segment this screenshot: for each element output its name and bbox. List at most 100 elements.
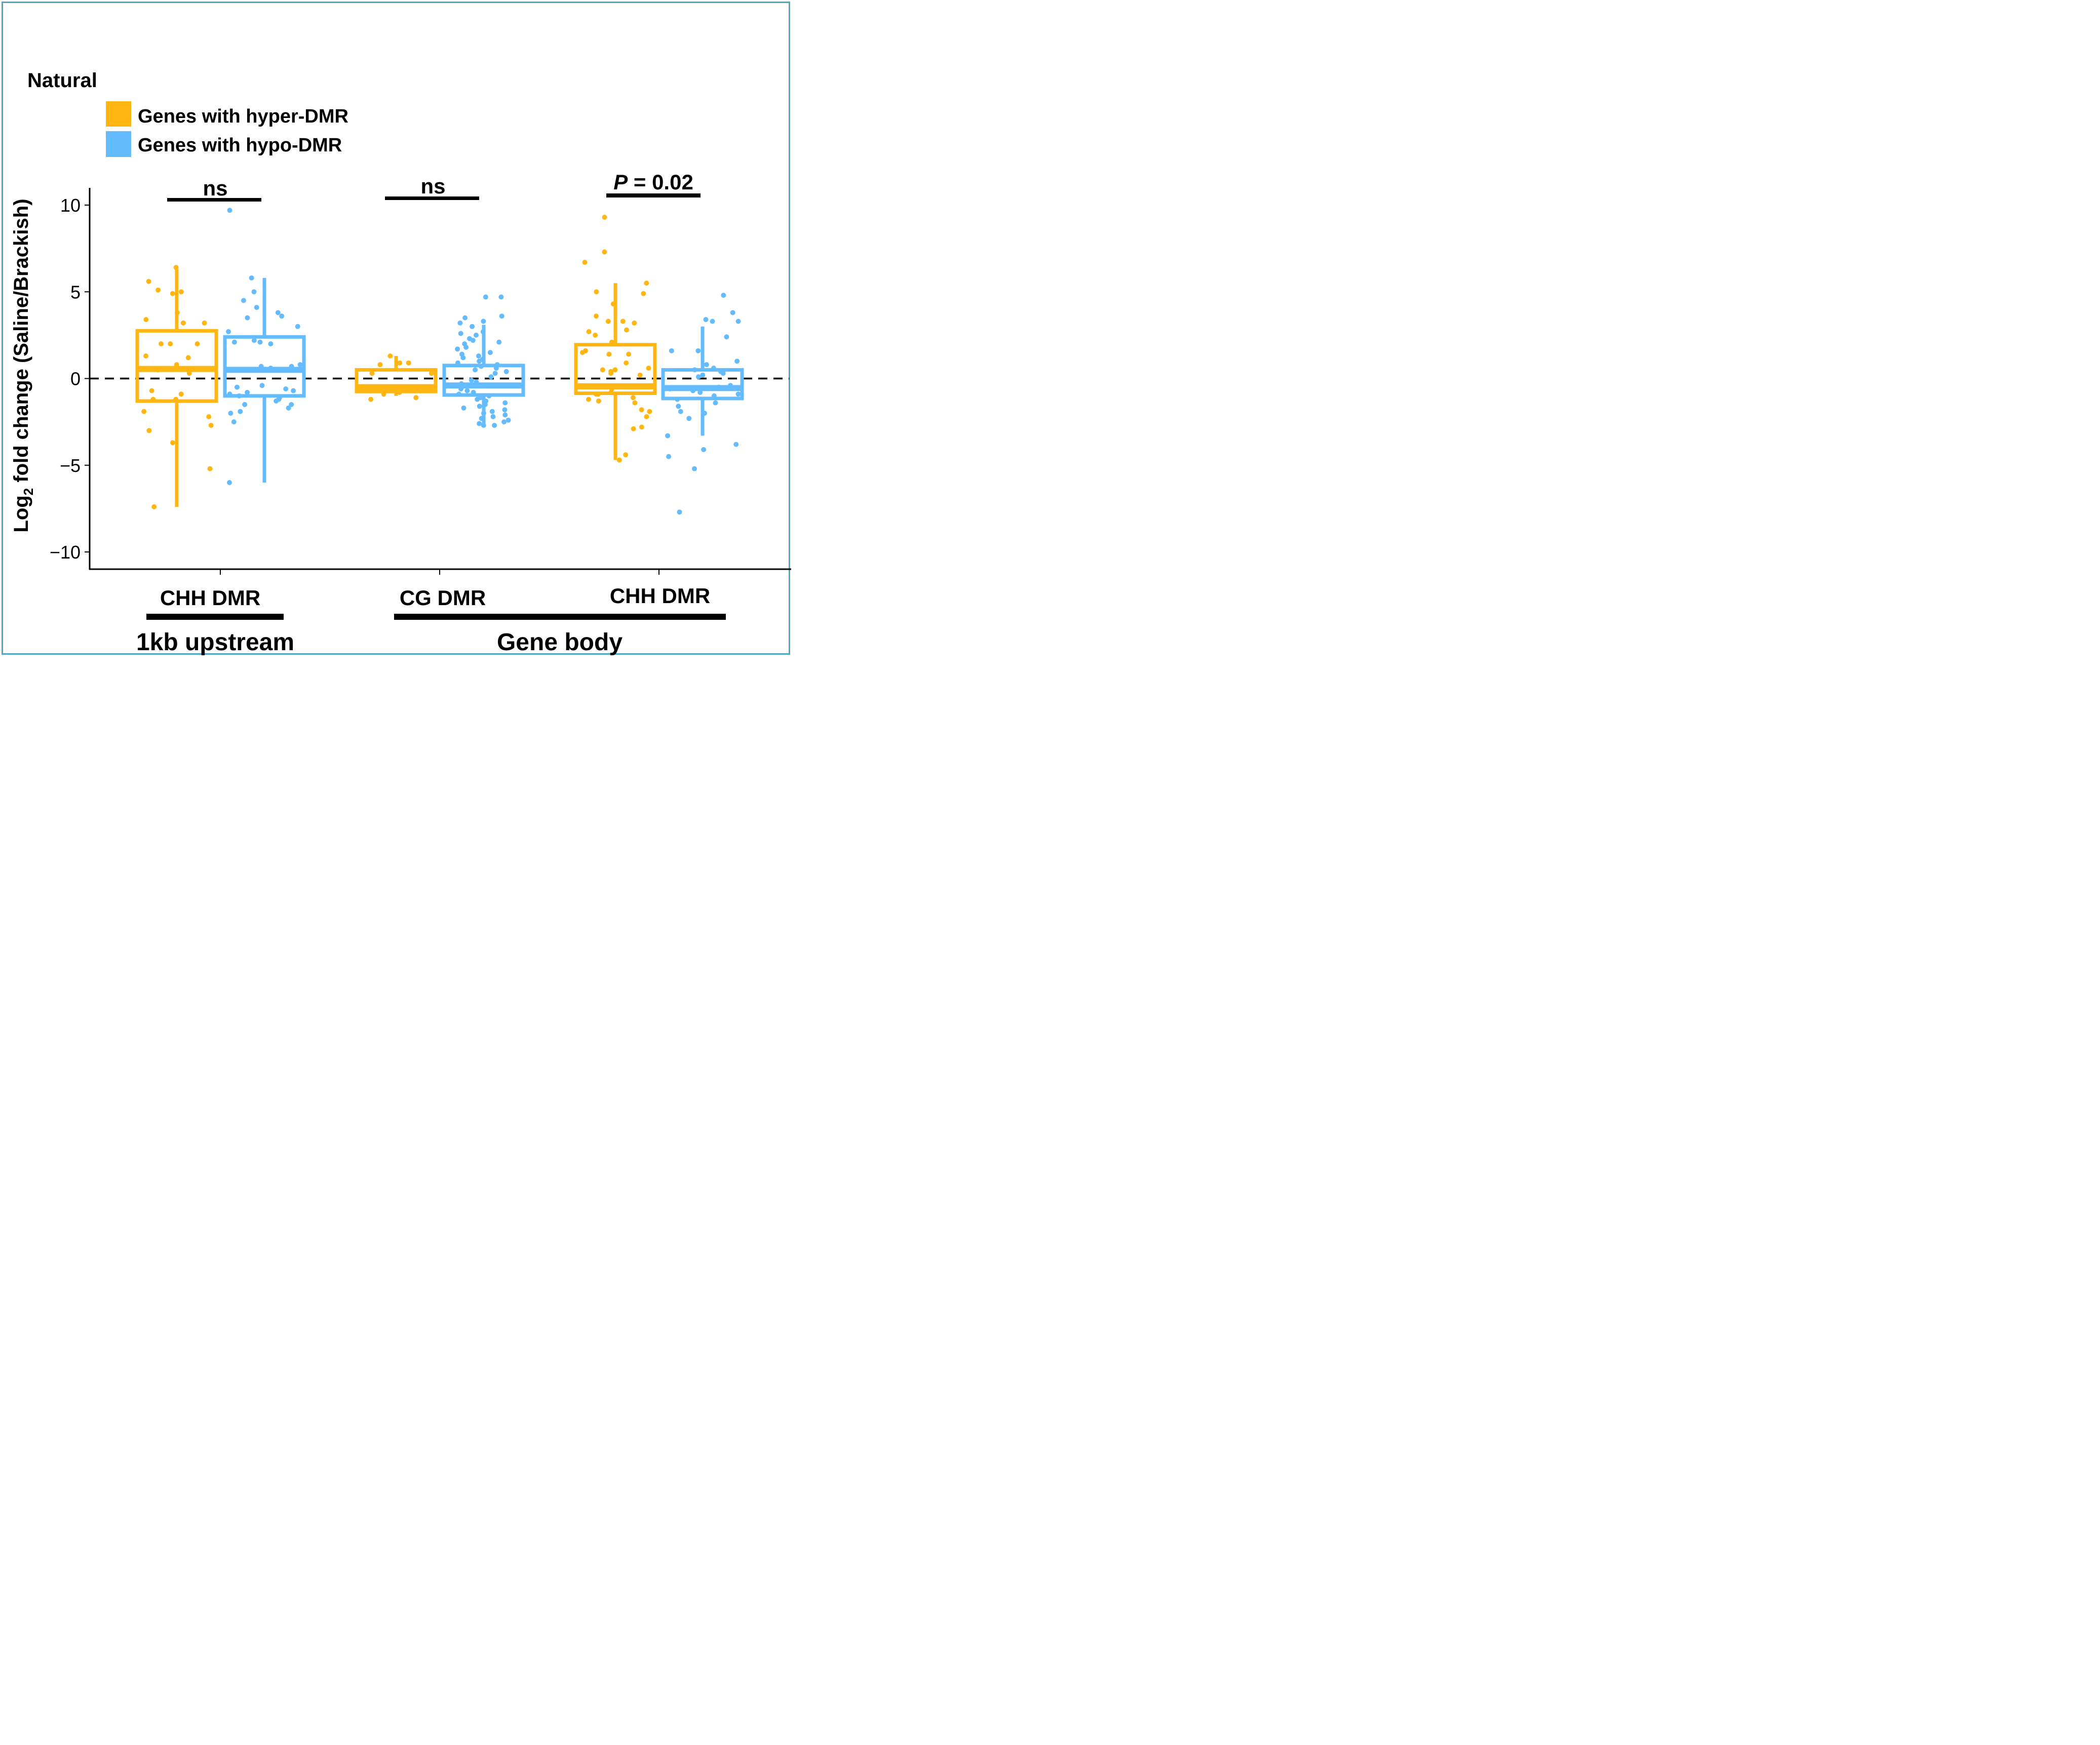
data-point-hyper — [141, 409, 147, 414]
data-point-hypo — [488, 374, 494, 380]
data-point-hyper — [637, 372, 643, 378]
data-point-hyper — [374, 388, 379, 393]
group-bar-upstream — [146, 614, 284, 620]
legend: Natural Genes with hyper-DMR Genes with … — [27, 69, 348, 157]
data-point-hyper — [381, 391, 386, 397]
data-point-hypo — [501, 419, 507, 425]
data-point-hyper — [602, 249, 607, 255]
data-point-hypo — [711, 393, 717, 399]
data-point-hypo — [480, 329, 486, 334]
iqr-box — [355, 368, 438, 393]
iqr-box — [661, 368, 744, 401]
data-point-hypo — [710, 319, 715, 324]
data-point-hypo — [254, 305, 259, 310]
data-point-hypo — [251, 338, 257, 343]
data-point-hypo — [713, 400, 718, 406]
data-point-hypo — [478, 364, 484, 369]
y-tick-label: 0 — [70, 369, 81, 389]
data-point-hyper — [624, 327, 629, 333]
data-point-hyper — [154, 367, 160, 373]
data-point-hyper — [173, 265, 179, 270]
data-point-hypo — [697, 389, 703, 395]
data-point-hyper — [429, 371, 434, 376]
data-point-hypo — [734, 359, 740, 364]
data-point-hypo — [477, 421, 482, 426]
iqr-box — [223, 335, 306, 398]
data-point-hypo — [257, 339, 263, 345]
data-point-hyper — [594, 289, 599, 295]
x-category-label: CHH DMR — [160, 586, 260, 610]
significance-bar — [167, 198, 261, 202]
data-point-hypo — [279, 313, 285, 319]
data-point-hypo — [665, 433, 671, 439]
data-point-hypo — [455, 360, 460, 366]
data-point-hyper — [639, 407, 644, 413]
data-point-hypo — [458, 386, 464, 391]
box-hypo-1 — [442, 325, 525, 425]
data-point-hypo — [455, 346, 460, 352]
data-point-hypo — [477, 404, 482, 409]
y-ticks: 10 5 0 −5 −10 — [50, 195, 90, 563]
data-point-hypo — [242, 402, 248, 407]
data-point-hyper — [143, 353, 148, 359]
data-point-hypo — [493, 366, 499, 371]
data-point-hypo — [237, 393, 242, 399]
data-point-hyper — [646, 366, 651, 371]
data-point-hyper — [620, 319, 626, 324]
significance-label: ns — [420, 174, 445, 198]
data-point-hypo — [483, 294, 488, 300]
data-point-hypo — [297, 362, 303, 368]
data-point-hyper — [586, 329, 592, 334]
data-point-hypo — [502, 412, 508, 418]
data-point-hyper — [632, 400, 638, 406]
box-hypo-0 — [223, 277, 306, 483]
data-point-hypo — [289, 402, 294, 407]
legend-swatch-hyper — [106, 101, 131, 127]
data-point-hypo — [730, 310, 735, 315]
significance-bar — [385, 196, 479, 200]
data-point-hypo — [487, 350, 493, 355]
box-hyper-1 — [355, 355, 438, 396]
y-tick-label: 10 — [60, 195, 81, 216]
data-point-hyper — [387, 353, 393, 359]
data-point-hypo — [231, 339, 237, 345]
data-point-hyper — [632, 320, 637, 326]
data-point-hypo — [228, 411, 234, 416]
data-point-hyper — [606, 351, 612, 357]
data-point-hypo — [226, 329, 231, 334]
x-ticks — [220, 569, 659, 575]
y-tick-label: 5 — [70, 282, 81, 302]
data-point-hyper — [174, 362, 179, 368]
data-point-hypo — [675, 396, 680, 402]
data-point-hyper — [155, 287, 161, 293]
legend-title: Natural — [27, 69, 97, 92]
data-point-hyper — [600, 367, 605, 373]
data-point-hypo — [227, 208, 232, 213]
data-point-hyper — [612, 367, 618, 373]
data-point-hypo — [704, 362, 709, 368]
data-point-hypo — [481, 319, 486, 324]
iqr-box — [442, 364, 525, 397]
data-point-hyper — [397, 389, 402, 395]
data-point-hypo — [701, 447, 707, 452]
data-point-hyper — [647, 409, 652, 414]
legend-label-hyper: Genes with hyper-DMR — [138, 106, 348, 127]
data-point-hyper — [174, 310, 180, 315]
data-point-hypo — [476, 353, 481, 359]
data-point-hyper — [206, 414, 212, 419]
data-point-hypo — [695, 348, 701, 353]
data-point-hyper — [178, 391, 184, 397]
box-hyper-2 — [574, 283, 657, 460]
data-point-hypo — [735, 391, 741, 397]
data-point-hyper — [579, 350, 585, 355]
y-tick: −10 — [50, 542, 90, 563]
data-point-hyper — [202, 320, 207, 326]
data-point-hypo — [496, 339, 502, 345]
data-point-hyper — [178, 289, 184, 295]
data-point-hypo — [501, 383, 507, 388]
data-point-hypo — [669, 348, 674, 353]
data-point-hypo — [456, 391, 462, 397]
data-point-hyper — [413, 395, 419, 401]
data-point-hyper — [390, 386, 395, 391]
data-point-hyper — [626, 351, 632, 357]
